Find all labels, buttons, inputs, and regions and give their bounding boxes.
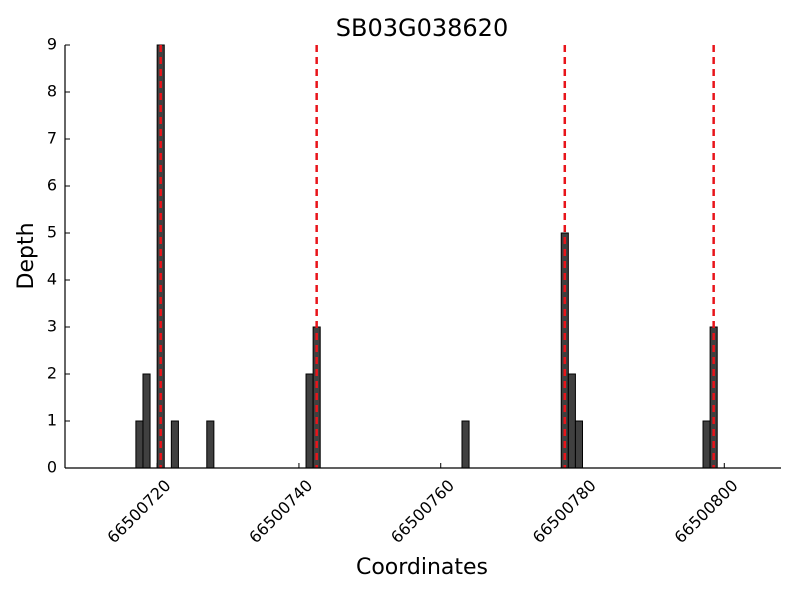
y-tick-label: 2 [47,364,57,383]
bar [461,420,470,469]
y-tick-label: 9 [47,35,57,54]
y-tick-label: 7 [47,129,57,148]
x-tick-label: 66500720 [103,476,174,547]
y-tick-label: 1 [47,411,57,430]
bar [574,420,584,469]
y-tick-label: 8 [47,82,57,101]
y-axis-label: Depth [14,222,39,289]
x-axis-label: Coordinates [356,555,488,580]
bar [170,420,179,469]
x-tick-label: 66500740 [245,476,316,547]
bar [135,420,144,469]
y-tick-label: 6 [47,176,57,195]
bar [142,373,151,469]
y-tick-label: 3 [47,317,57,336]
y-tick-label: 0 [47,458,57,477]
x-tick-label: 66500800 [671,476,742,547]
x-tick-label: 66500760 [387,476,458,547]
y-tick-label: 4 [47,270,57,289]
bar [305,373,314,469]
y-tick-label: 5 [47,223,57,242]
bar [206,420,215,469]
bar [567,373,576,469]
bar [702,420,711,469]
chart-title: SB03G038620 [336,14,508,42]
x-tick-label: 66500780 [529,476,600,547]
